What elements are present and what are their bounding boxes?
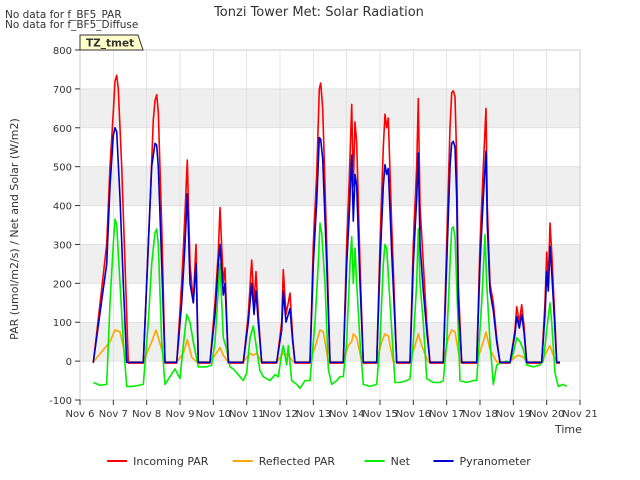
y-tick-label: -100 [49,396,72,407]
x-tick-label: Nov 6 [65,409,94,420]
series-line-net [93,218,568,390]
y-tick-label: 100 [53,318,72,329]
legend-item-pyranometer: Pyranometer [433,455,532,468]
x-tick-label: Nov 7 [99,409,128,420]
legend-label: Incoming PAR [133,455,209,468]
legend-label: Reflected PAR [259,455,336,468]
nodata-note-par: No data for f_BF5_PAR [5,9,122,21]
y-tick-label: 400 [53,202,72,213]
x-tick-label: Nov 15 [362,409,397,420]
series-line-pyranometer [92,127,560,364]
nodata-note-diffuse: No data for f_BF5_Diffuse [5,19,138,31]
y-tick-label: 500 [53,163,72,174]
x-tick-label: Nov 19 [496,409,531,420]
x-tick-label: Nov 16 [396,409,431,420]
y-tick-label: 0 [66,357,72,368]
series-line-reflected-par [92,329,560,363]
legend-item-reflected-par: Reflected PAR [232,455,336,468]
y-tick-label: 300 [53,240,72,251]
legend-item-net: Net [364,455,411,468]
x-tick-label: Nov 20 [529,409,564,420]
x-tick-label: Nov 9 [165,409,194,420]
x-axis-label: Time [554,423,582,436]
x-tick-label: Nov 14 [329,409,364,420]
y-axis-label: PAR (umol/m2/s) / Net and Solar (W/m2) [8,118,21,340]
y-tick-label: 600 [53,124,72,135]
x-tick-label: Nov 18 [462,409,497,420]
x-tick-label: Nov 8 [132,409,161,420]
x-tick-label: Nov 13 [296,409,331,420]
plot-frame [79,49,581,401]
series-layer [92,74,568,390]
y-tick-label: 700 [53,85,72,96]
grid-band [80,166,580,206]
grid-band [80,244,580,284]
x-tick-label: Nov 12 [262,409,297,420]
y-axis-ticks: -100 0 100 200 300 400 500 600 700 800 [49,46,80,407]
legend-label: Pyranometer [460,455,532,468]
legend-item-incoming-par: Incoming PAR [107,455,209,468]
x-tick-label: Nov 11 [229,409,264,420]
x-tick-label: Nov 17 [429,409,464,420]
y-tick-label: 200 [53,279,72,290]
x-tick-label: Nov 10 [196,409,231,420]
legend: Incoming PAR Reflected PAR Net Pyranometer [107,455,531,468]
legend-label: Net [391,455,411,468]
x-tick-label: Nov 21 [562,409,597,420]
chart-title: Tonzi Tower Met: Solar Radiation [213,5,424,20]
station-badge-box [79,34,144,51]
grid-band [80,88,580,128]
y-tick-label: 800 [53,46,72,57]
station-badge-label: TZ_tmet [86,38,134,50]
station-badge: TZ_tmet [79,34,144,51]
